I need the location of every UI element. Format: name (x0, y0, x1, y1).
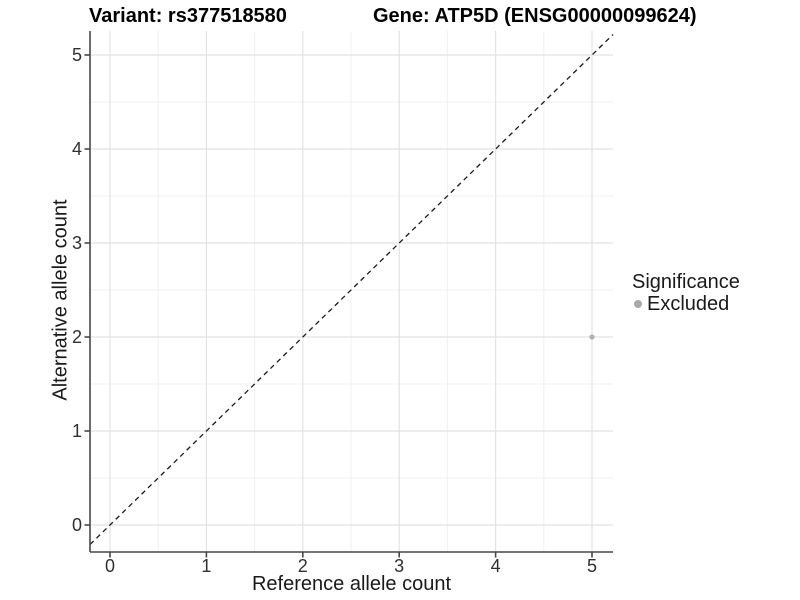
y-tick-label: 2 (71, 327, 82, 347)
x-axis-tick-labels: 0 1 2 3 4 5 (90, 556, 613, 576)
identity-line (89, 34, 614, 545)
plot-panel (84, 31, 614, 558)
legend-items: Excluded (632, 293, 740, 315)
plot-title-variant: Variant: rs377518580 (89, 5, 287, 27)
x-tick-label: 4 (490, 556, 501, 576)
y-tick-label: 0 (71, 515, 82, 535)
x-tick-label: 3 (394, 556, 405, 576)
y-tick-label: 4 (71, 139, 82, 159)
legend-title: Significance (632, 271, 740, 293)
legend: Significance Excluded (632, 271, 740, 315)
plot-title-gene: Gene: ATP5D (ENSG00000099624) (373, 5, 697, 27)
legend-key-dot-icon (634, 300, 642, 308)
legend-item-label: Excluded (647, 292, 730, 315)
data-point (589, 334, 595, 340)
y-tick-label: 3 (71, 233, 82, 253)
x-tick-label: 0 (104, 556, 116, 576)
y-tick-label: 5 (71, 45, 82, 65)
x-tick-label: 5 (586, 556, 598, 576)
x-tick-label: 2 (297, 556, 308, 576)
y-tick-label: 1 (71, 421, 82, 441)
y-axis-tick-labels: 0 1 2 3 4 5 (0, 31, 82, 552)
legend-item: Excluded (632, 293, 740, 315)
x-tick-label: 1 (201, 556, 212, 576)
x-axis-title: Reference allele count (251, 573, 451, 595)
